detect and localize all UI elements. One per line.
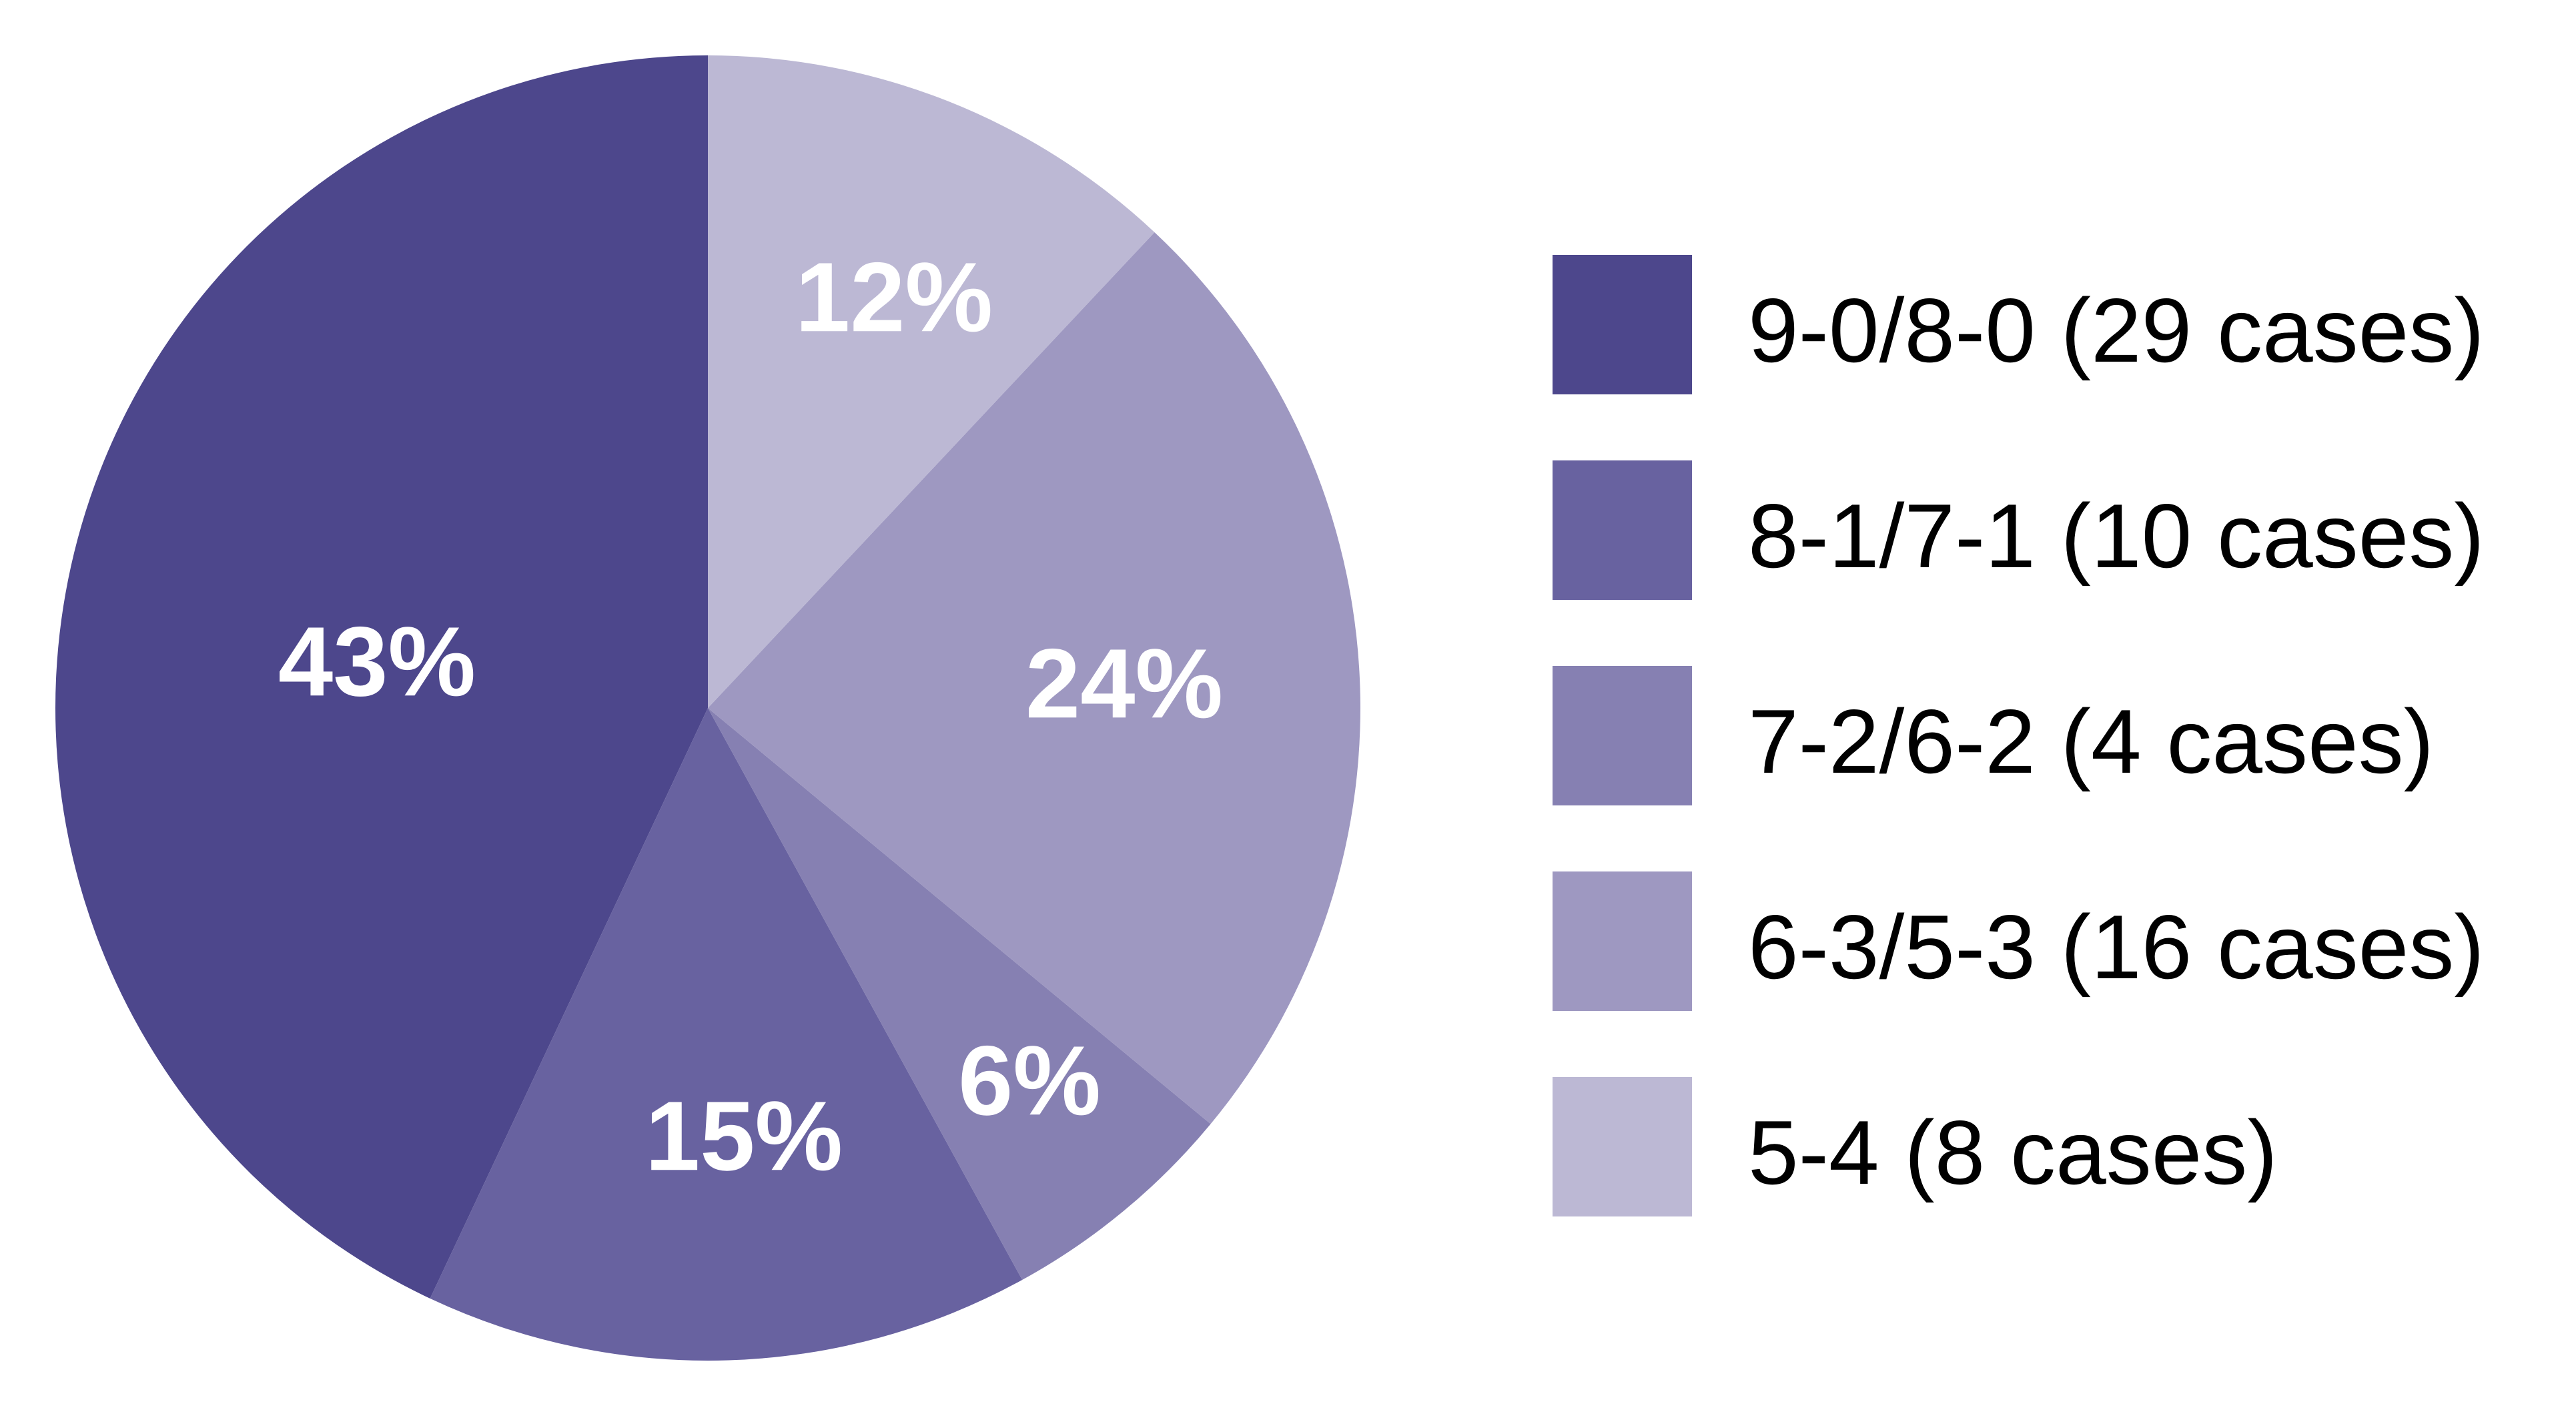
- pie-slice-9-0/8-0: [55, 55, 708, 1299]
- legend-swatch: [1553, 666, 1692, 805]
- legend-swatch: [1553, 460, 1692, 600]
- legend-swatch: [1553, 1077, 1692, 1216]
- percent-label-7-2/6-2: 6%: [958, 1026, 1101, 1136]
- legend-label: 7-2/6-2 (4 cases): [1748, 690, 2434, 792]
- legend-item: 8-1/7-1 (10 cases): [1553, 460, 2485, 600]
- percent-label-9-0/8-0: 43%: [278, 607, 476, 717]
- pie-slice-7-2/6-2: [708, 708, 1211, 1281]
- legend-item: 5-4 (8 cases): [1553, 1077, 2485, 1216]
- pie-slice-5-4: [708, 55, 1155, 708]
- legend-label: 5-4 (8 cases): [1748, 1101, 2278, 1203]
- legend-swatch: [1553, 255, 1692, 394]
- legend-label: 9-0/8-0 (29 cases): [1748, 279, 2485, 381]
- legend: 9-0/8-0 (29 cases) 8-1/7-1 (10 cases) 7-…: [1553, 255, 2485, 1216]
- percent-label-5-4: 12%: [795, 242, 993, 352]
- percent-label-6-3/5-3: 24%: [1025, 629, 1223, 739]
- pie-slice-6-3/5-3: [708, 232, 1360, 1124]
- legend-label: 8-1/7-1 (10 cases): [1748, 484, 2485, 587]
- legend-item: 6-3/5-3 (16 cases): [1553, 871, 2485, 1011]
- legend-item: 7-2/6-2 (4 cases): [1553, 666, 2485, 805]
- legend-label: 6-3/5-3 (16 cases): [1748, 896, 2485, 998]
- percent-label-8-1/7-1: 15%: [645, 1081, 843, 1191]
- legend-item: 9-0/8-0 (29 cases): [1553, 255, 2485, 394]
- legend-swatch: [1553, 871, 1692, 1011]
- pie-slice-8-1/7-1: [430, 708, 1023, 1361]
